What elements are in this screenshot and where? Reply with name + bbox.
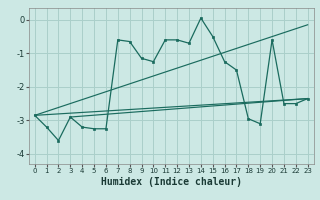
X-axis label: Humidex (Indice chaleur): Humidex (Indice chaleur) bbox=[101, 177, 242, 187]
